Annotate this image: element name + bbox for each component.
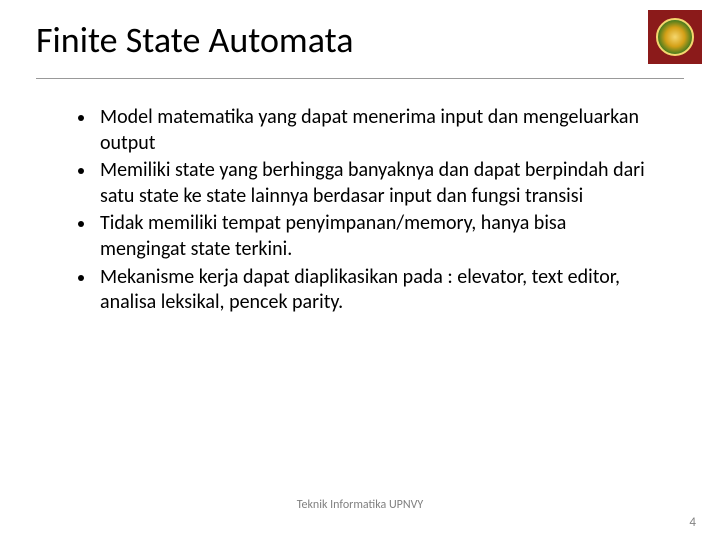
list-item: Mekanisme kerja dapat diaplikasikan pada… [72,265,648,316]
list-item: Tidak memiliki tempat penyimpanan/memory… [72,211,648,262]
logo-emblem [656,18,694,56]
footer-text: Teknik Informatika UPNVY [0,498,720,512]
list-item: Memiliki state yang berhingga banyaknya … [72,158,648,209]
bullet-list: Model matematika yang dapat menerima inp… [72,105,648,316]
page-number: 4 [689,515,696,530]
list-item: Model matematika yang dapat menerima inp… [72,105,648,156]
slide-header: Finite State Automata [0,0,720,70]
institution-logo [648,10,702,64]
slide-container: Finite State Automata Model matematika y… [0,0,720,540]
slide-title: Finite State Automata [36,18,684,62]
slide-body: Model matematika yang dapat menerima inp… [0,79,720,316]
